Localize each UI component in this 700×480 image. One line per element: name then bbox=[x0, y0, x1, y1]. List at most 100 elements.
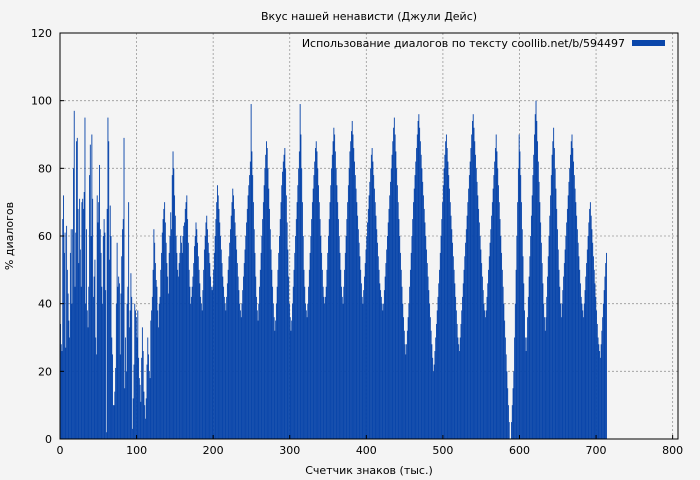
bar bbox=[305, 303, 306, 439]
bar bbox=[514, 337, 516, 439]
bar bbox=[109, 205, 111, 439]
bar bbox=[267, 168, 269, 440]
bar bbox=[350, 141, 352, 439]
bar bbox=[382, 310, 384, 439]
bar bbox=[595, 296, 597, 439]
bar bbox=[569, 168, 571, 440]
bar bbox=[556, 208, 558, 439]
bar bbox=[523, 283, 525, 439]
bar bbox=[66, 225, 68, 439]
bar bbox=[409, 286, 411, 439]
bar bbox=[223, 286, 225, 439]
bar bbox=[211, 290, 213, 439]
bar bbox=[336, 185, 338, 439]
bar bbox=[272, 303, 274, 439]
bars-group bbox=[60, 100, 607, 440]
bar bbox=[477, 195, 479, 439]
bar bbox=[183, 225, 185, 439]
bar bbox=[606, 252, 607, 439]
bar bbox=[357, 229, 359, 439]
bar bbox=[262, 219, 264, 439]
bar bbox=[206, 215, 208, 439]
bar bbox=[331, 168, 333, 440]
bar bbox=[536, 120, 538, 439]
bar bbox=[442, 202, 444, 439]
bar bbox=[263, 185, 265, 439]
bar bbox=[287, 249, 289, 439]
bar bbox=[592, 242, 594, 439]
bar bbox=[325, 286, 327, 439]
bar bbox=[259, 286, 261, 439]
bar bbox=[439, 252, 441, 439]
x-tick-label: 600 bbox=[509, 444, 530, 457]
bar bbox=[265, 154, 267, 440]
bar bbox=[295, 236, 297, 439]
legend-swatch bbox=[632, 40, 665, 46]
bar bbox=[138, 357, 140, 439]
bar bbox=[553, 148, 555, 440]
bar bbox=[290, 330, 292, 439]
bar bbox=[80, 286, 82, 439]
bar bbox=[172, 151, 174, 439]
bar bbox=[100, 252, 102, 439]
bar bbox=[355, 188, 357, 439]
bar bbox=[472, 120, 473, 439]
bar bbox=[171, 175, 173, 439]
y-tick-label: 20 bbox=[38, 365, 52, 378]
bar bbox=[344, 269, 346, 439]
bar bbox=[113, 405, 115, 439]
bar bbox=[218, 208, 220, 439]
x-axis-label: Счетчик знаков (тыс.) bbox=[305, 464, 433, 477]
bar bbox=[485, 317, 486, 439]
bar bbox=[150, 320, 152, 439]
bar bbox=[321, 252, 323, 439]
bar bbox=[439, 269, 440, 439]
bar bbox=[424, 222, 426, 439]
bar bbox=[422, 195, 424, 439]
bar bbox=[248, 185, 250, 439]
bar bbox=[546, 296, 548, 439]
bar bbox=[69, 337, 71, 439]
bar bbox=[462, 283, 464, 439]
bar bbox=[266, 148, 268, 440]
bar bbox=[285, 168, 287, 440]
bar bbox=[95, 337, 97, 439]
bar bbox=[574, 188, 576, 439]
bar bbox=[570, 154, 571, 440]
bar bbox=[253, 229, 255, 439]
bar bbox=[115, 367, 117, 439]
bar bbox=[331, 154, 333, 440]
bar bbox=[381, 303, 383, 439]
bar bbox=[118, 283, 120, 439]
bar bbox=[542, 283, 544, 439]
bar bbox=[396, 185, 398, 439]
bar bbox=[217, 195, 219, 439]
bar bbox=[409, 269, 411, 439]
bar bbox=[423, 208, 425, 439]
bar bbox=[605, 263, 607, 439]
bar bbox=[87, 327, 89, 439]
bar bbox=[320, 236, 322, 439]
bar bbox=[519, 151, 521, 439]
bar bbox=[171, 229, 172, 439]
bar bbox=[602, 317, 604, 439]
bar bbox=[185, 202, 187, 439]
bar bbox=[579, 283, 581, 439]
bar bbox=[160, 269, 162, 439]
bar bbox=[249, 175, 251, 439]
bar bbox=[591, 229, 593, 439]
bar bbox=[133, 364, 135, 439]
bar bbox=[585, 276, 587, 439]
bar bbox=[223, 296, 225, 439]
bar bbox=[180, 236, 182, 439]
bar bbox=[332, 141, 334, 439]
bar bbox=[134, 303, 136, 439]
bar bbox=[122, 229, 123, 439]
bar bbox=[373, 188, 375, 439]
bar bbox=[197, 256, 199, 439]
bar bbox=[559, 286, 561, 439]
bar bbox=[79, 198, 81, 439]
bar bbox=[313, 175, 315, 439]
bar bbox=[543, 303, 545, 439]
bar bbox=[317, 168, 319, 440]
